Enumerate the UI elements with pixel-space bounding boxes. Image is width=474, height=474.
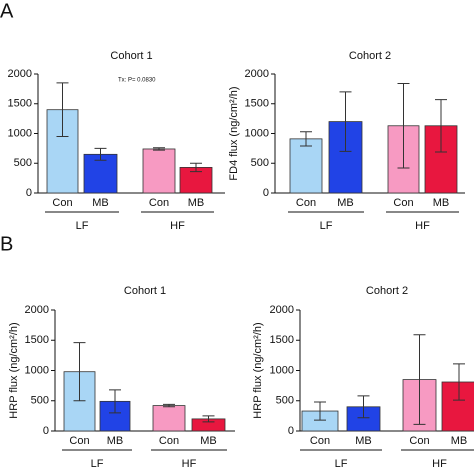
x-tick-label: Con xyxy=(310,435,330,447)
group-label: HF xyxy=(415,220,430,232)
x-tick-label: Con xyxy=(393,197,413,209)
group-label: LF xyxy=(335,458,348,470)
y-tick-label: 1000 xyxy=(245,127,269,139)
y-tick-label: 2000 xyxy=(245,68,269,80)
annotation: Tx: P= 0.0830 xyxy=(118,78,156,84)
bar xyxy=(289,138,323,194)
y-tick-label: 500 xyxy=(251,157,269,169)
y-axis-label: FD4 flux (ng/cm²/h) xyxy=(228,86,240,180)
y-tick-label: 2000 xyxy=(8,68,32,80)
error-bar xyxy=(397,83,410,169)
error-bar xyxy=(73,342,86,402)
panel-letter: A xyxy=(0,0,14,22)
x-tick-label: MB xyxy=(200,435,217,447)
bar xyxy=(142,148,176,194)
x-tick-label: Con xyxy=(149,197,169,209)
y-tick-label: 1500 xyxy=(270,334,294,346)
group-label: HF xyxy=(170,220,185,232)
error-bar xyxy=(94,147,107,161)
x-tick-label: MB xyxy=(451,435,468,447)
error-bar xyxy=(163,403,175,408)
group-label: LF xyxy=(320,220,333,232)
x-tick-label: MB xyxy=(355,435,372,447)
error-bar xyxy=(453,363,465,401)
x-tick-label: Con xyxy=(52,197,72,209)
chart-title: Cohort 1 xyxy=(124,285,166,297)
group-label: LF xyxy=(76,220,89,232)
x-tick-label: MB xyxy=(337,197,354,209)
y-tick-label: 1500 xyxy=(245,98,269,110)
y-tick-label: 500 xyxy=(31,395,49,407)
error-bar xyxy=(190,162,202,173)
chart-title: Cohort 2 xyxy=(366,285,408,297)
x-tick-label: Con xyxy=(159,435,179,447)
y-axis-label: HRP flux (ng/cm²/h) xyxy=(8,322,20,418)
bar xyxy=(152,405,186,432)
x-tick-label: MB xyxy=(433,197,450,209)
y-tick-label: 0 xyxy=(43,425,49,437)
error-bar xyxy=(339,91,352,152)
y-tick-label: 0 xyxy=(26,187,32,199)
y-tick-label: 500 xyxy=(276,395,294,407)
y-tick-label: 1000 xyxy=(8,127,32,139)
chart-title: Cohort 2 xyxy=(349,50,391,62)
x-tick-label: Con xyxy=(296,197,316,209)
chart-title: Cohort 1 xyxy=(110,50,152,62)
error-bar xyxy=(109,389,121,414)
group-label: HF xyxy=(432,458,447,470)
y-tick-label: 500 xyxy=(14,157,32,169)
error-bar xyxy=(202,415,215,423)
bar xyxy=(441,381,474,432)
bar xyxy=(179,167,213,194)
error-bar xyxy=(153,147,165,151)
y-tick-label: 0 xyxy=(263,187,269,199)
error-bar xyxy=(357,395,370,419)
x-tick-label: MB xyxy=(188,197,205,209)
error-bar xyxy=(56,82,69,137)
x-tick-label: Con xyxy=(69,435,89,447)
y-tick-label: 1000 xyxy=(270,364,294,376)
y-axis-label: HRP flux (ng/cm²/h) xyxy=(252,322,264,418)
y-tick-label: 0 xyxy=(288,425,294,437)
error-bar xyxy=(435,99,447,153)
y-tick-label: 1000 xyxy=(25,364,49,376)
y-tick-label: 1500 xyxy=(25,334,49,346)
group-label: LF xyxy=(91,458,104,470)
error-bar xyxy=(314,401,326,421)
x-tick-label: MB xyxy=(92,197,109,209)
y-tick-label: 1500 xyxy=(8,98,32,110)
group-label: HF xyxy=(182,458,197,470)
y-tick-label: 2000 xyxy=(270,304,294,316)
y-tick-label: 2000 xyxy=(25,304,49,316)
x-tick-label: MB xyxy=(107,435,124,447)
error-bar xyxy=(300,131,312,147)
panel-letter: B xyxy=(0,233,13,255)
error-bar xyxy=(413,334,426,425)
x-tick-label: Con xyxy=(409,435,429,447)
